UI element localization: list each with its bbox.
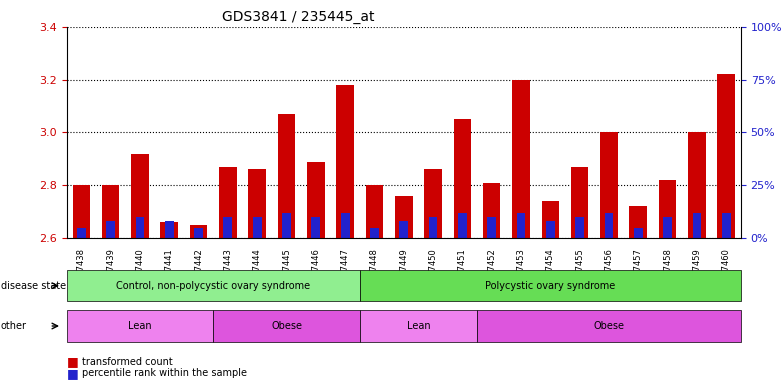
Bar bbox=[517, 213, 525, 238]
Bar bbox=[336, 85, 354, 238]
Bar bbox=[488, 217, 496, 238]
Bar bbox=[249, 169, 266, 238]
Bar bbox=[219, 167, 237, 238]
Bar bbox=[77, 228, 85, 238]
Bar bbox=[106, 221, 115, 238]
Text: Lean: Lean bbox=[407, 321, 430, 331]
Bar bbox=[659, 180, 677, 238]
Bar bbox=[458, 213, 466, 238]
Bar bbox=[601, 132, 618, 238]
Bar bbox=[395, 196, 412, 238]
Bar bbox=[136, 217, 144, 238]
Bar bbox=[278, 114, 296, 238]
Bar bbox=[72, 185, 90, 238]
Bar bbox=[365, 185, 383, 238]
Bar bbox=[575, 217, 584, 238]
Bar bbox=[282, 213, 291, 238]
Bar bbox=[546, 221, 555, 238]
Bar bbox=[688, 132, 706, 238]
Text: ■: ■ bbox=[67, 367, 78, 380]
Text: GDS3841 / 235445_at: GDS3841 / 235445_at bbox=[222, 10, 374, 23]
Bar bbox=[717, 74, 735, 238]
Bar bbox=[307, 162, 325, 238]
Text: Lean: Lean bbox=[128, 321, 152, 331]
Bar bbox=[429, 217, 437, 238]
Bar bbox=[131, 154, 149, 238]
Bar bbox=[165, 221, 173, 238]
Bar bbox=[604, 213, 613, 238]
Text: Control, non-polycystic ovary syndrome: Control, non-polycystic ovary syndrome bbox=[116, 281, 310, 291]
Text: ■: ■ bbox=[67, 355, 78, 368]
Bar bbox=[252, 217, 262, 238]
Bar bbox=[370, 228, 379, 238]
Bar bbox=[161, 222, 178, 238]
Bar bbox=[571, 167, 589, 238]
Bar bbox=[722, 213, 731, 238]
Text: other: other bbox=[1, 321, 27, 331]
Bar bbox=[634, 228, 643, 238]
Text: Obese: Obese bbox=[593, 321, 625, 331]
Text: Polycystic ovary syndrome: Polycystic ovary syndrome bbox=[485, 281, 615, 291]
Bar bbox=[692, 213, 702, 238]
Bar bbox=[399, 221, 408, 238]
Bar bbox=[102, 185, 119, 238]
Bar bbox=[454, 119, 471, 238]
Bar bbox=[630, 207, 647, 238]
Text: percentile rank within the sample: percentile rank within the sample bbox=[82, 368, 247, 378]
Bar bbox=[424, 169, 442, 238]
Text: disease state: disease state bbox=[1, 281, 66, 291]
Bar bbox=[311, 217, 320, 238]
Bar bbox=[190, 225, 207, 238]
Bar bbox=[542, 201, 559, 238]
Bar bbox=[194, 228, 203, 238]
Bar bbox=[483, 183, 500, 238]
Bar bbox=[341, 213, 350, 238]
Bar bbox=[663, 217, 672, 238]
Text: Obese: Obese bbox=[271, 321, 302, 331]
Bar bbox=[223, 217, 232, 238]
Text: transformed count: transformed count bbox=[82, 357, 173, 367]
Bar bbox=[512, 79, 530, 238]
